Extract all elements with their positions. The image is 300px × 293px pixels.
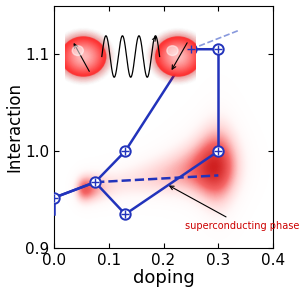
Text: superconducting phase: superconducting phase	[170, 186, 300, 231]
Y-axis label: Interaction: Interaction	[6, 82, 24, 172]
X-axis label: doping: doping	[133, 270, 194, 287]
